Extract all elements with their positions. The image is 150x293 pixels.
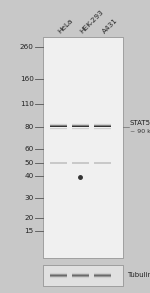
Bar: [50, 123, 67, 124]
Text: A431: A431: [101, 18, 119, 35]
Text: STAT5B: STAT5B: [130, 120, 150, 126]
Bar: [94, 123, 111, 124]
Bar: [50, 161, 67, 163]
Bar: [94, 277, 111, 278]
Bar: [72, 274, 89, 275]
Bar: [50, 274, 67, 275]
Bar: [43, 37, 123, 258]
Bar: [50, 126, 67, 127]
Bar: [50, 275, 67, 276]
Bar: [72, 275, 89, 276]
Bar: [72, 273, 89, 274]
Bar: [94, 161, 111, 163]
Bar: [94, 128, 111, 129]
Bar: [72, 278, 89, 279]
Bar: [94, 126, 111, 127]
Text: Tubulin: Tubulin: [127, 272, 150, 278]
Text: 50: 50: [24, 160, 34, 166]
Bar: [72, 124, 89, 125]
Bar: [50, 125, 67, 126]
Bar: [50, 127, 67, 128]
Text: 30: 30: [24, 195, 34, 201]
Bar: [50, 278, 67, 279]
Bar: [94, 130, 111, 131]
Bar: [94, 274, 111, 275]
Bar: [72, 272, 89, 273]
Text: ~ 90 kDa: ~ 90 kDa: [130, 129, 150, 134]
Bar: [72, 161, 89, 163]
Text: HeLa: HeLa: [57, 18, 74, 35]
Text: 110: 110: [20, 101, 34, 107]
Bar: [50, 276, 67, 277]
Text: 40: 40: [24, 173, 34, 179]
Bar: [72, 128, 89, 129]
Text: 260: 260: [20, 44, 34, 50]
Bar: [72, 123, 89, 124]
Bar: [50, 128, 67, 129]
Bar: [72, 127, 89, 128]
Text: HEK-293: HEK-293: [79, 9, 105, 35]
Bar: [94, 122, 111, 123]
Bar: [72, 125, 89, 126]
Bar: [94, 124, 111, 125]
Bar: [94, 127, 111, 128]
Bar: [94, 125, 111, 126]
Bar: [50, 124, 67, 125]
Text: 60: 60: [24, 146, 34, 152]
Bar: [94, 278, 111, 279]
Bar: [50, 272, 67, 273]
Text: 20: 20: [24, 215, 34, 221]
Bar: [50, 130, 67, 131]
Text: 160: 160: [20, 76, 34, 82]
Bar: [43, 265, 123, 286]
Bar: [94, 272, 111, 273]
Bar: [50, 277, 67, 278]
Text: 80: 80: [24, 125, 34, 130]
Text: 15: 15: [24, 229, 34, 234]
Bar: [94, 273, 111, 274]
Bar: [94, 275, 111, 276]
Bar: [50, 273, 67, 274]
Bar: [72, 277, 89, 278]
Bar: [94, 276, 111, 277]
Bar: [72, 126, 89, 127]
Bar: [72, 122, 89, 123]
Bar: [50, 122, 67, 123]
Bar: [72, 130, 89, 131]
Bar: [72, 276, 89, 277]
